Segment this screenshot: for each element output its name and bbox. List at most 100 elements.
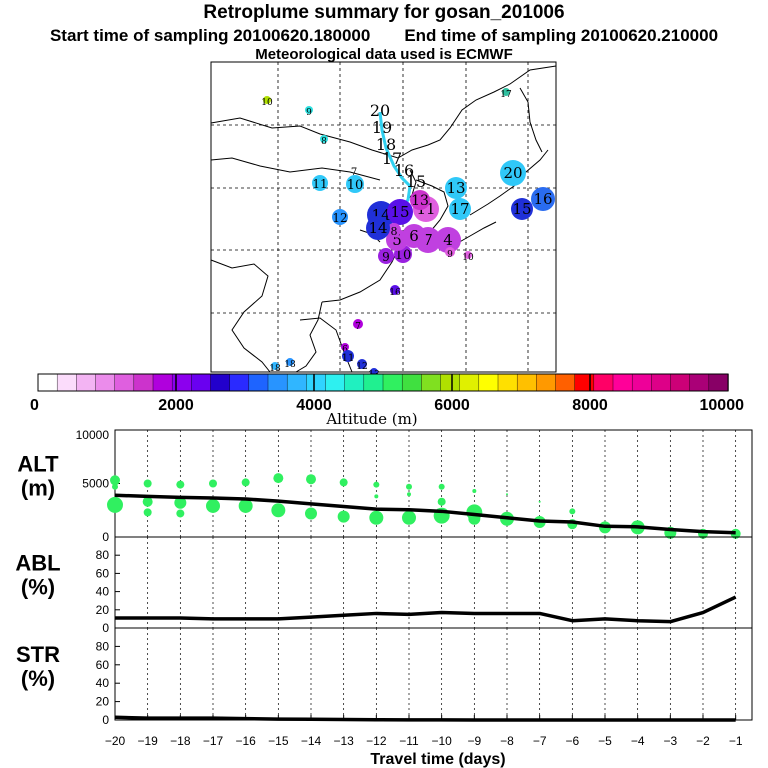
map-point-marker bbox=[312, 175, 328, 191]
x-tick-label: −7 bbox=[533, 734, 547, 748]
panel-ylabel: (%) bbox=[21, 575, 55, 600]
colorbar-cell bbox=[631, 373, 653, 392]
x-tick-label: −11 bbox=[399, 734, 419, 748]
x-tick-label: −13 bbox=[333, 734, 354, 748]
x-axis: −20 −19 −18 −17 −16 −15 −14 −13 −12 −11 −10 −9 −8 −7−… bbox=[105, 715, 743, 748]
colorbar-cell bbox=[114, 373, 135, 392]
scatter-point bbox=[112, 483, 118, 490]
panel-ylabel: ABL bbox=[15, 551, 60, 576]
y-tick-label: 80 bbox=[96, 548, 110, 562]
panel-ylabel: (m) bbox=[21, 476, 55, 501]
series-line bbox=[114, 715, 736, 722]
panel-ylabel: STR bbox=[16, 642, 60, 667]
colorbar-cell bbox=[152, 373, 173, 392]
scatter-point bbox=[406, 483, 412, 490]
map-point-marker bbox=[435, 227, 461, 253]
map-point-label: 9 bbox=[447, 250, 453, 260]
map-point: 17 bbox=[500, 88, 512, 100]
map-point-label: 18 bbox=[284, 360, 296, 370]
map-point-label: 10 bbox=[347, 178, 364, 193]
map-point-marker bbox=[263, 96, 271, 104]
map-point: 14 bbox=[366, 216, 390, 240]
panel-alt: 0 5000 10000 ALT(m) bbox=[17, 428, 753, 544]
map-point-label: 5 bbox=[392, 231, 402, 249]
map-point-marker bbox=[357, 359, 367, 369]
map-point-marker bbox=[305, 106, 313, 114]
x-tick-label: −9 bbox=[467, 734, 481, 748]
x-tick-label: −17 bbox=[203, 734, 224, 748]
x-tick-label: −14 bbox=[301, 734, 322, 748]
map-track-label: 15 bbox=[406, 172, 426, 191]
scatter-point bbox=[407, 492, 411, 497]
map-point: 9 bbox=[445, 247, 455, 260]
map-point: 13 bbox=[445, 177, 467, 199]
colorbar-cell bbox=[651, 373, 672, 392]
scatter-point bbox=[369, 510, 384, 525]
scatter-series bbox=[107, 473, 741, 539]
x-tick-label: −2 bbox=[696, 734, 710, 748]
y-tick-label: 40 bbox=[96, 585, 110, 599]
y-tick-label: 0 bbox=[102, 713, 109, 727]
map-point-label: 10 bbox=[395, 248, 412, 263]
map-point: 8 bbox=[320, 135, 328, 147]
scatter-point bbox=[569, 508, 576, 515]
map-point: 9 bbox=[305, 106, 313, 118]
y-tick-label: 0 bbox=[102, 530, 109, 544]
met-data-note: Meteorological data used is ECMWF bbox=[255, 46, 513, 63]
y-tick-label: 0 bbox=[102, 621, 109, 635]
map-point-marker bbox=[500, 160, 526, 186]
map-point-label: 12 bbox=[332, 211, 347, 225]
scatter-point bbox=[271, 503, 286, 518]
colorbar-cell bbox=[229, 373, 250, 392]
map-point-marker bbox=[342, 350, 354, 362]
map-point-label: 15 bbox=[390, 203, 409, 221]
colorbar-cell bbox=[37, 373, 58, 392]
scatter-point bbox=[206, 498, 220, 513]
map-point: 15 bbox=[387, 199, 413, 225]
map-track-label: 7 bbox=[351, 167, 357, 178]
map-point-label: 8 bbox=[391, 225, 398, 238]
map-point-marker bbox=[390, 285, 400, 295]
map-point-marker bbox=[387, 223, 401, 237]
colorbar-cell bbox=[171, 373, 193, 392]
x-tick-label: −1 bbox=[729, 734, 743, 748]
map-point: 16 bbox=[531, 187, 555, 211]
colorbar-cell bbox=[478, 373, 499, 392]
map-point-marker bbox=[511, 198, 533, 220]
colorbar-cell bbox=[191, 373, 212, 392]
colorbar-cell bbox=[574, 373, 595, 392]
colorbar-cell bbox=[421, 373, 442, 392]
map-point-label: 8 bbox=[321, 137, 327, 147]
y-tick-label: 5000 bbox=[82, 477, 109, 491]
colorbar-cell bbox=[325, 373, 346, 392]
colorbar-tick-label: 0 bbox=[30, 397, 39, 414]
colorbar-cell bbox=[76, 373, 97, 392]
colorbar-cell bbox=[267, 373, 288, 392]
y-tick-label: 80 bbox=[96, 639, 110, 653]
scatter-point bbox=[472, 488, 477, 493]
scatter-point bbox=[373, 481, 380, 488]
map-point-label: 7 bbox=[423, 231, 433, 249]
scatter-point bbox=[176, 480, 185, 489]
trajectory-track bbox=[378, 111, 412, 213]
map-point-marker bbox=[346, 175, 364, 193]
coastlines bbox=[210, 65, 557, 373]
colorbar-cell bbox=[306, 373, 327, 392]
map-point: 17 bbox=[449, 198, 471, 220]
colorbar-cell bbox=[516, 373, 538, 392]
map-point: 10 bbox=[261, 96, 273, 108]
map-point: 6 bbox=[402, 224, 426, 248]
map-point-marker bbox=[378, 248, 394, 264]
panel-str: 0 20 40 60 80 STR(%) bbox=[16, 627, 753, 727]
map-point: 9 bbox=[378, 248, 394, 264]
map-point: 10 bbox=[346, 175, 364, 193]
map-track-label: 20 bbox=[370, 101, 390, 120]
map-gridlines bbox=[211, 62, 556, 372]
x-tick-label: −20 bbox=[105, 734, 126, 748]
scatter-point bbox=[176, 509, 185, 518]
map-point-marker bbox=[464, 251, 472, 259]
map-track-label: 19 bbox=[372, 118, 392, 137]
